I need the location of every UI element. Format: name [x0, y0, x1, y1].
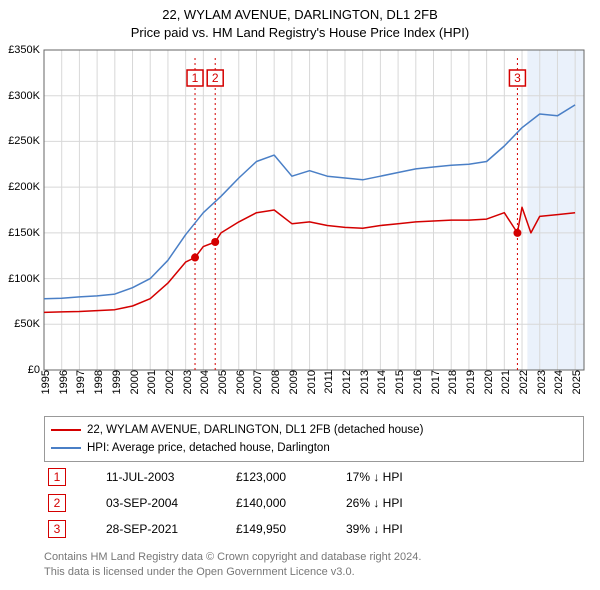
- x-tick-label: 1998: [89, 370, 105, 394]
- y-tick-label: £100K: [8, 273, 44, 285]
- x-tick-label: 2016: [408, 370, 424, 394]
- footer: Contains HM Land Registry data © Crown c…: [44, 550, 421, 580]
- sale-price: £140,000: [236, 496, 346, 510]
- sale-marker-badge: 3: [48, 520, 66, 538]
- x-tick-label: 2023: [532, 370, 548, 394]
- x-tick-label: 2007: [248, 370, 264, 394]
- x-tick-label: 2004: [195, 370, 211, 394]
- y-tick-label: £50K: [14, 318, 44, 330]
- sale-price: £149,950: [236, 522, 346, 536]
- x-tick-label: 2000: [125, 370, 141, 394]
- legend-label: HPI: Average price, detached house, Darl…: [87, 442, 330, 454]
- x-tick-label: 2015: [390, 370, 406, 394]
- x-tick-label: 1995: [36, 370, 52, 394]
- sale-date: 03-SEP-2004: [106, 496, 236, 510]
- sale-marker-badge: 2: [48, 494, 66, 512]
- legend: 22, WYLAM AVENUE, DARLINGTON, DL1 2FB (d…: [44, 416, 584, 462]
- x-tick-label: 2009: [284, 370, 300, 394]
- x-tick-label: 2024: [549, 370, 565, 394]
- sales-table: 1 11-JUL-2003£123,00017% ↓ HPI 2 03-SEP-200…: [44, 464, 584, 542]
- title-line-2: Price paid vs. HM Land Registry's House …: [0, 24, 600, 42]
- x-tick-label: 1996: [54, 370, 70, 394]
- sales-row: 1 11-JUL-2003£123,00017% ↓ HPI: [44, 464, 584, 490]
- x-tick-label: 2021: [496, 370, 512, 394]
- legend-row: HPI: Average price, detached house, Darl…: [51, 439, 577, 457]
- svg-text:3: 3: [514, 71, 521, 85]
- x-tick-label: 2010: [302, 370, 318, 394]
- x-tick-label: 2019: [461, 370, 477, 394]
- chart-container: 22, WYLAM AVENUE, DARLINGTON, DL1 2FB Pr…: [0, 0, 600, 590]
- y-tick-label: £150K: [8, 227, 44, 239]
- x-tick-label: 2006: [231, 370, 247, 394]
- x-tick-label: 2002: [160, 370, 176, 394]
- x-tick-label: 2005: [213, 370, 229, 394]
- footer-line-2: This data is licensed under the Open Gov…: [44, 565, 421, 580]
- y-tick-label: £350K: [8, 44, 44, 56]
- x-tick-label: 2003: [178, 370, 194, 394]
- sale-date: 11-JUL-2003: [106, 470, 236, 484]
- x-tick-label: 2017: [426, 370, 442, 394]
- sale-pct-vs-hpi: 17% ↓ HPI: [346, 470, 466, 484]
- x-tick-label: 1999: [107, 370, 123, 394]
- footer-line-1: Contains HM Land Registry data © Crown c…: [44, 550, 421, 565]
- legend-swatch: [51, 429, 81, 431]
- legend-swatch: [51, 447, 81, 449]
- sale-date: 28-SEP-2021: [106, 522, 236, 536]
- x-tick-label: 1997: [71, 370, 87, 394]
- y-tick-label: £300K: [8, 90, 44, 102]
- y-tick-label: £250K: [8, 135, 44, 147]
- sale-pct-vs-hpi: 39% ↓ HPI: [346, 522, 466, 536]
- x-tick-label: 2013: [355, 370, 371, 394]
- x-tick-label: 2018: [443, 370, 459, 394]
- x-tick-label: 2011: [319, 370, 335, 394]
- sale-pct-vs-hpi: 26% ↓ HPI: [346, 496, 466, 510]
- sale-price: £123,000: [236, 470, 346, 484]
- svg-text:1: 1: [192, 71, 199, 85]
- title-block: 22, WYLAM AVENUE, DARLINGTON, DL1 2FB Pr…: [0, 0, 600, 45]
- x-tick-label: 2001: [142, 370, 158, 394]
- legend-row: 22, WYLAM AVENUE, DARLINGTON, DL1 2FB (d…: [51, 421, 577, 439]
- x-tick-label: 2020: [479, 370, 495, 394]
- svg-text:2: 2: [212, 71, 219, 85]
- x-tick-label: 2022: [514, 370, 530, 394]
- x-tick-label: 2025: [567, 370, 583, 394]
- x-tick-label: 2012: [337, 370, 353, 394]
- chart-plot-area: 123 £0£50K£100K£150K£200K£250K£300K£350K…: [44, 50, 584, 370]
- x-tick-label: 2014: [372, 370, 388, 394]
- sales-row: 3 28-SEP-2021£149,95039% ↓ HPI: [44, 516, 584, 542]
- chart-svg: 12 3: [44, 50, 584, 370]
- legend-label: 22, WYLAM AVENUE, DARLINGTON, DL1 2FB (d…: [87, 424, 423, 436]
- title-line-1: 22, WYLAM AVENUE, DARLINGTON, DL1 2FB: [0, 6, 600, 24]
- sales-row: 2 03-SEP-2004£140,00026% ↓ HPI: [44, 490, 584, 516]
- sale-marker-badge: 1: [48, 468, 66, 486]
- y-tick-label: £200K: [8, 181, 44, 193]
- x-tick-label: 2008: [266, 370, 282, 394]
